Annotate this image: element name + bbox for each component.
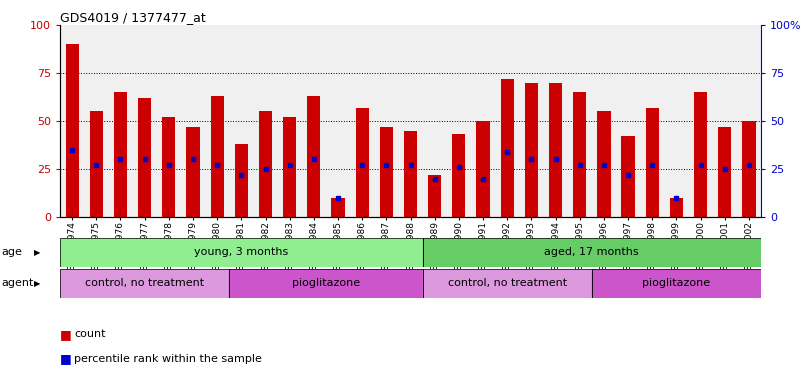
- Bar: [477, 121, 489, 217]
- Text: ■: ■: [60, 353, 72, 366]
- Bar: [60, 269, 229, 298]
- Bar: [428, 175, 441, 217]
- Bar: [423, 269, 592, 298]
- Bar: [308, 96, 320, 217]
- Bar: [423, 238, 761, 267]
- Bar: [138, 98, 151, 217]
- Bar: [646, 108, 659, 217]
- Bar: [423, 269, 592, 298]
- Bar: [332, 198, 344, 217]
- Bar: [60, 238, 423, 267]
- Text: count: count: [74, 329, 106, 339]
- Bar: [380, 127, 393, 217]
- Bar: [743, 121, 755, 217]
- Bar: [229, 269, 423, 298]
- Bar: [259, 111, 272, 217]
- Bar: [573, 92, 586, 217]
- Text: GDS4019 / 1377477_at: GDS4019 / 1377477_at: [60, 12, 206, 25]
- Bar: [90, 111, 103, 217]
- Text: pioglitazone: pioglitazone: [292, 278, 360, 288]
- Bar: [694, 92, 707, 217]
- Text: agent: agent: [2, 278, 34, 288]
- Bar: [592, 269, 761, 298]
- Bar: [229, 269, 423, 298]
- Bar: [356, 108, 368, 217]
- Text: control, no treatment: control, no treatment: [448, 278, 567, 288]
- Bar: [549, 83, 562, 217]
- Text: ▶: ▶: [34, 248, 40, 257]
- Text: young, 3 months: young, 3 months: [194, 247, 288, 258]
- Text: ▶: ▶: [34, 279, 40, 288]
- Text: pioglitazone: pioglitazone: [642, 278, 710, 288]
- Bar: [162, 117, 175, 217]
- Bar: [114, 92, 127, 217]
- Bar: [66, 44, 78, 217]
- Bar: [60, 238, 423, 267]
- Bar: [187, 127, 199, 217]
- Bar: [598, 111, 610, 217]
- Text: age: age: [2, 247, 22, 258]
- Text: aged, 17 months: aged, 17 months: [545, 247, 639, 258]
- Bar: [60, 269, 229, 298]
- Bar: [453, 134, 465, 217]
- Bar: [423, 238, 761, 267]
- Bar: [718, 127, 731, 217]
- Text: percentile rank within the sample: percentile rank within the sample: [74, 354, 263, 364]
- Bar: [501, 79, 513, 217]
- Bar: [404, 131, 417, 217]
- Text: control, no treatment: control, no treatment: [85, 278, 204, 288]
- Text: ■: ■: [60, 328, 72, 341]
- Bar: [235, 144, 248, 217]
- Bar: [211, 96, 223, 217]
- Bar: [670, 198, 683, 217]
- Bar: [525, 83, 538, 217]
- Bar: [592, 269, 761, 298]
- Bar: [283, 117, 296, 217]
- Bar: [622, 136, 634, 217]
